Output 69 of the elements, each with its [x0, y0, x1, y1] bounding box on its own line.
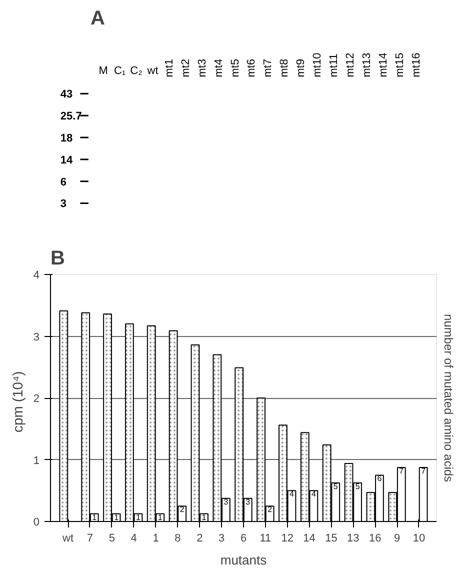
- x-tick-label: 13: [347, 532, 360, 544]
- category-label: C₁: [114, 65, 126, 78]
- x-tick-label: 15: [325, 532, 338, 544]
- text: A: [90, 8, 105, 30]
- x-tick-label: 10: [412, 532, 426, 544]
- x-tick-label: 7: [86, 532, 94, 544]
- data-label: 1: [92, 512, 98, 522]
- data-label: 5: [355, 482, 360, 491]
- category-label: 14: [60, 154, 73, 166]
- data-label: 1: [114, 512, 120, 522]
- category-label: C₂: [130, 65, 142, 78]
- data-label: 2: [268, 505, 273, 514]
- data-label: 3: [224, 497, 229, 506]
- y-tick-label: 0: [33, 516, 40, 528]
- category-label: 25.7: [60, 110, 82, 123]
- category-label: mt10: [312, 52, 324, 78]
- category-label: wt: [146, 65, 158, 78]
- category-label: mt8: [278, 58, 291, 78]
- category-label: 3: [60, 198, 67, 210]
- data-label: 2: [180, 505, 185, 514]
- category-label: mt1: [163, 58, 176, 78]
- category-label: mt12: [344, 52, 357, 78]
- data-label: 5: [333, 482, 338, 491]
- x-tick-label: wt: [62, 532, 74, 544]
- x-tick-label: 1: [152, 532, 159, 544]
- data-label: 3: [246, 497, 251, 506]
- data-label: 1: [158, 512, 163, 522]
- x-tick-label: 4: [130, 532, 137, 544]
- data-label: 4: [290, 490, 295, 499]
- category-label: mt6: [246, 58, 258, 78]
- category-label: mt5: [229, 58, 242, 78]
- x-tick-label: 11: [260, 532, 272, 544]
- x-tick-label: 2: [196, 532, 203, 544]
- x-tick-label: 8: [174, 532, 181, 544]
- x-tick-label: 12: [281, 532, 294, 544]
- y-tick-label: 3: [33, 331, 40, 344]
- x-tick-label: 6: [240, 532, 247, 544]
- y-tick-label: 4: [33, 270, 40, 282]
- data-label: 6: [377, 474, 382, 484]
- x-axis-title: mutants: [220, 552, 268, 568]
- y-axis-title: cpm (10⁴): [9, 371, 26, 433]
- category-label: mt14: [378, 52, 390, 78]
- category-label: 6: [60, 176, 67, 188]
- x-tick-label: 9: [394, 532, 400, 544]
- category-label: mt16: [410, 52, 423, 78]
- data-label: 7: [399, 466, 404, 476]
- category-label: 18: [60, 132, 73, 144]
- category-label: mt9: [295, 58, 308, 78]
- category-label: M: [98, 65, 108, 78]
- chart-title: B: [50, 248, 65, 270]
- category-label: mt2: [180, 58, 192, 78]
- y2-axis-title: number of mutated amino acids: [442, 314, 456, 482]
- data-label: 1: [136, 512, 142, 522]
- category-label: mt15: [394, 52, 406, 78]
- x-tick-label: 16: [368, 532, 382, 544]
- data-label: 7: [421, 466, 426, 476]
- category-label: mt13: [361, 52, 374, 78]
- x-tick-label: 3: [218, 532, 225, 544]
- x-tick-label: 5: [108, 532, 115, 544]
- y-tick-label: 1: [33, 454, 40, 467]
- x-tick-label: 14: [303, 532, 316, 544]
- y-tick-label: 2: [33, 393, 40, 405]
- data-label: 4: [311, 490, 316, 499]
- category-label: mt11: [328, 54, 340, 78]
- category-label: mt4: [212, 58, 225, 78]
- category-label: mt7: [262, 58, 274, 78]
- data-label: 1: [202, 512, 207, 522]
- category-label: 43: [60, 88, 73, 101]
- category-label: mt3: [196, 58, 208, 78]
